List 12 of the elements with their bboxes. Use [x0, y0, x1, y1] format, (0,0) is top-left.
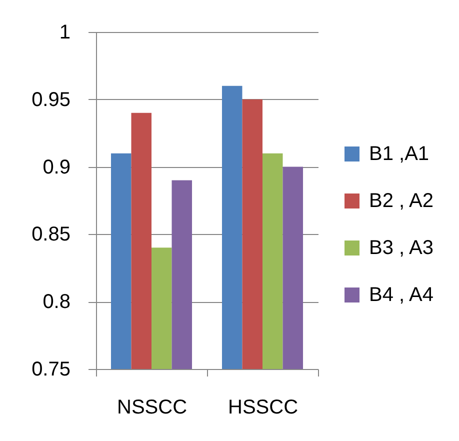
legend-label: B4 , A4 — [369, 284, 434, 306]
y-tick-label: 0.8 — [42, 291, 70, 314]
legend-label: B3 , A3 — [369, 237, 434, 259]
y-tick-label: 0.75 — [32, 358, 70, 380]
y-tick-label: 0.95 — [32, 88, 70, 111]
y-tick-label: 0.85 — [32, 224, 70, 246]
x-tick-label: HSSCC — [228, 396, 298, 418]
y-tick-label: 1 — [59, 22, 70, 44]
x-tick-label: NSSCC — [116, 396, 188, 418]
y-tick-label: 0.9 — [42, 156, 70, 178]
legend-label: B2 , A2 — [369, 190, 434, 212]
legend-label: B1 ,A1 — [369, 143, 430, 165]
